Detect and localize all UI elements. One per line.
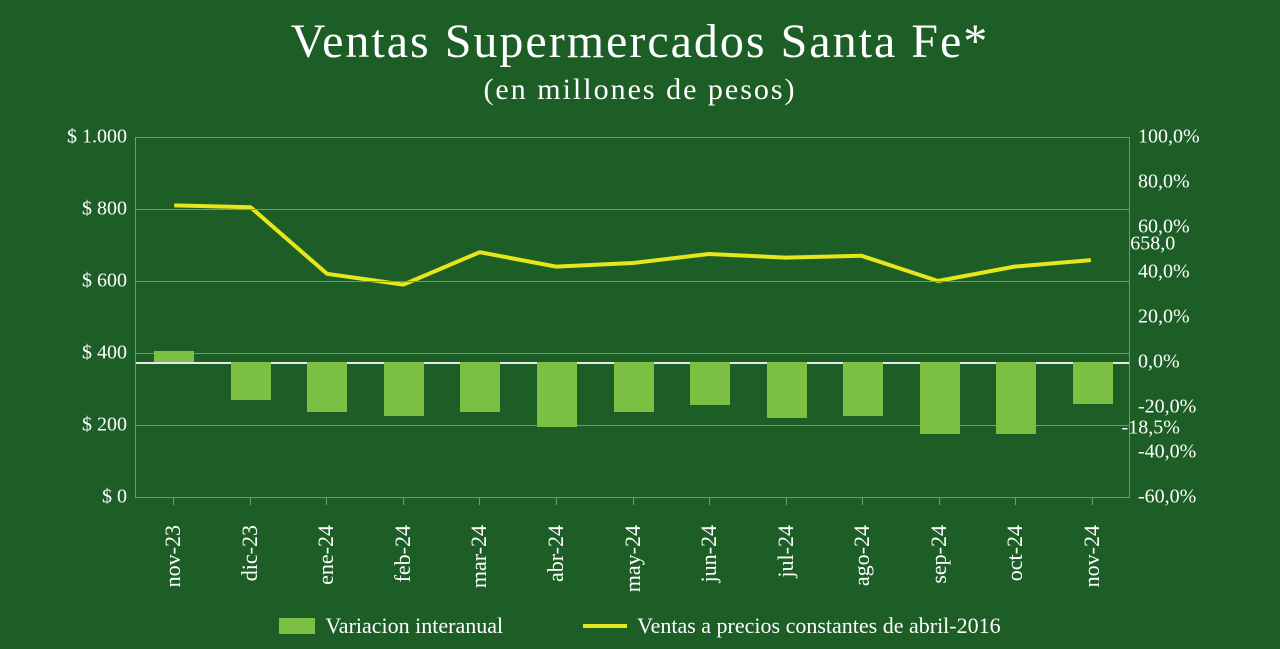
legend-item-bar: Variacion interanual bbox=[279, 613, 503, 639]
y-left-tick: $ 0 bbox=[102, 486, 127, 509]
bar bbox=[384, 362, 424, 416]
x-tick-mark bbox=[709, 497, 710, 505]
x-tick-mark bbox=[250, 497, 251, 505]
y-right-tick: -20,0% bbox=[1138, 396, 1196, 419]
x-tick-mark bbox=[633, 497, 634, 505]
x-tick-mark bbox=[862, 497, 863, 505]
x-tick-mark bbox=[786, 497, 787, 505]
gridline bbox=[136, 209, 1129, 210]
chart-area: $ 0$ 200$ 400$ 600$ 800$ 1.000 658,0-18,… bbox=[40, 137, 1240, 497]
y-left-tick: $ 400 bbox=[82, 342, 127, 365]
chart-subtitle: (en millones de pesos) bbox=[0, 73, 1280, 107]
y-left-tick: $ 200 bbox=[82, 414, 127, 437]
x-tick-mark bbox=[173, 497, 174, 505]
y-left-tick: $ 800 bbox=[82, 198, 127, 221]
bar bbox=[231, 362, 271, 400]
gridline bbox=[136, 281, 1129, 282]
legend-swatch-bar bbox=[279, 618, 315, 634]
plot-area: 658,0-18,5% bbox=[135, 137, 1130, 497]
x-tick-label: sep-24 bbox=[926, 525, 952, 584]
y-axis-right: -60,0%-40,0%-20,0%0,0%20,0%40,0%60,0%80,… bbox=[1130, 137, 1240, 497]
x-tick-mark bbox=[1015, 497, 1016, 505]
y-left-tick: $ 600 bbox=[82, 270, 127, 293]
bar bbox=[537, 362, 577, 427]
chart-title: Ventas Supermercados Santa Fe* bbox=[0, 14, 1280, 69]
x-tick-label: oct-24 bbox=[1002, 525, 1028, 581]
y-right-tick: -60,0% bbox=[1138, 486, 1196, 509]
legend-swatch-line bbox=[583, 624, 627, 628]
x-tick-label: nov-23 bbox=[160, 525, 186, 587]
x-tick-mark bbox=[939, 497, 940, 505]
x-tick-label: dic-23 bbox=[237, 525, 263, 581]
x-tick-label: abr-24 bbox=[543, 525, 569, 582]
y-right-tick: 40,0% bbox=[1138, 261, 1190, 284]
legend-label-bar: Variacion interanual bbox=[325, 613, 503, 639]
bar bbox=[614, 362, 654, 412]
bar bbox=[843, 362, 883, 416]
line-series bbox=[174, 205, 1091, 284]
legend-item-line: Ventas a precios constantes de abril-201… bbox=[583, 613, 1001, 639]
x-tick-label: feb-24 bbox=[390, 525, 416, 582]
x-tick-label: nov-24 bbox=[1079, 525, 1105, 587]
x-tick-label: ago-24 bbox=[849, 525, 875, 586]
bar bbox=[460, 362, 500, 412]
line-series-svg bbox=[136, 137, 1129, 497]
x-tick-label: may-24 bbox=[620, 525, 646, 592]
y-axis-left: $ 0$ 200$ 400$ 600$ 800$ 1.000 bbox=[40, 137, 135, 497]
y-right-tick: 80,0% bbox=[1138, 171, 1190, 194]
gridline bbox=[136, 353, 1129, 354]
bar bbox=[690, 362, 730, 405]
gridline bbox=[136, 425, 1129, 426]
x-tick-mark bbox=[403, 497, 404, 505]
x-tick-label: ene-24 bbox=[313, 525, 339, 585]
bar bbox=[920, 362, 960, 434]
x-axis: nov-23 dic-23 ene-24 feb-24 mar-24 abr-24 may-… bbox=[135, 497, 1130, 617]
y-right-tick: 0,0% bbox=[1138, 351, 1180, 374]
legend-label-line: Ventas a precios constantes de abril-201… bbox=[637, 613, 1001, 639]
y-left-tick: $ 1.000 bbox=[67, 126, 127, 149]
y-right-tick: 100,0% bbox=[1138, 126, 1200, 149]
x-tick-mark bbox=[556, 497, 557, 505]
y-right-tick: -40,0% bbox=[1138, 441, 1196, 464]
gridline bbox=[136, 137, 1129, 138]
legend: Variacion interanual Ventas a precios co… bbox=[0, 613, 1280, 639]
bar bbox=[767, 362, 807, 418]
y-right-tick: 60,0% bbox=[1138, 216, 1190, 239]
x-tick-label: jul-24 bbox=[773, 525, 799, 578]
bar bbox=[1073, 362, 1113, 404]
bar bbox=[154, 351, 194, 362]
x-tick-mark bbox=[1092, 497, 1093, 505]
bar bbox=[307, 362, 347, 412]
x-tick-mark bbox=[479, 497, 480, 505]
x-tick-mark bbox=[326, 497, 327, 505]
x-tick-label: mar-24 bbox=[466, 525, 492, 588]
bar bbox=[996, 362, 1036, 434]
x-tick-label: jun-24 bbox=[696, 525, 722, 582]
y-right-tick: 20,0% bbox=[1138, 306, 1190, 329]
